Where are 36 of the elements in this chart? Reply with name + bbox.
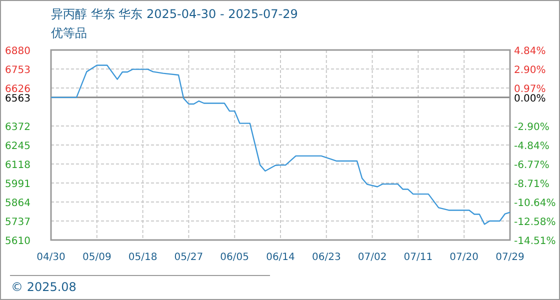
y2-tick-label: -2.90%: [514, 122, 550, 133]
y2-tick-label: -10.64%: [514, 198, 556, 209]
y2-tick-label: -12.58%: [514, 217, 556, 228]
y2-tick-label: -4.84%: [514, 141, 550, 152]
y2-tick-label: 0.00%: [514, 94, 546, 105]
y-tick-label: 5864: [5, 198, 30, 209]
x-tick-label: 07/29: [496, 252, 524, 263]
y-tick-label: 6372: [5, 122, 30, 133]
y-tick-label: 6118: [5, 160, 30, 171]
y-tick-label: 6880: [5, 46, 30, 57]
y-tick-label: 6563: [5, 93, 30, 104]
y2-tick-label: 0.97%: [514, 84, 546, 95]
x-tick-label: 06/05: [220, 252, 250, 263]
x-tick-label: 05/18: [128, 252, 158, 263]
y-tick-label: 6753: [5, 65, 30, 76]
y-tick-label: 5991: [5, 179, 30, 190]
x-tick-label: 04/30: [36, 252, 66, 263]
text: © 2025.08: [11, 280, 76, 294]
x-tick-label: 05/09: [82, 252, 112, 263]
y-tick-label: 5737: [5, 217, 30, 228]
y-tick-label: 5610: [5, 236, 30, 247]
y2-tick-label: -14.51%: [514, 236, 556, 247]
x-tick-label: 06/14: [266, 252, 295, 263]
x-tick-label: 07/11: [404, 252, 433, 263]
chart-title: 异丙醇 华东 华东 2025-04-30 - 2025-07-29: [51, 7, 298, 21]
y2-tick-label: 2.90%: [514, 65, 546, 76]
chart-subtitle: 优等品: [51, 26, 87, 40]
x-tick-label: 05/27: [174, 252, 204, 263]
x-tick-label: 06/23: [312, 252, 341, 263]
y-tick-label: 6245: [5, 141, 30, 152]
y2-tick-label: 4.84%: [514, 46, 546, 57]
x-tick-label: 07/02: [358, 252, 387, 263]
x-tick-label: 07/20: [450, 252, 479, 263]
y2-tick-label: -6.77%: [514, 160, 550, 171]
y-tick-label: 6626: [5, 84, 30, 95]
y2-tick-label: -8.71%: [514, 179, 550, 190]
